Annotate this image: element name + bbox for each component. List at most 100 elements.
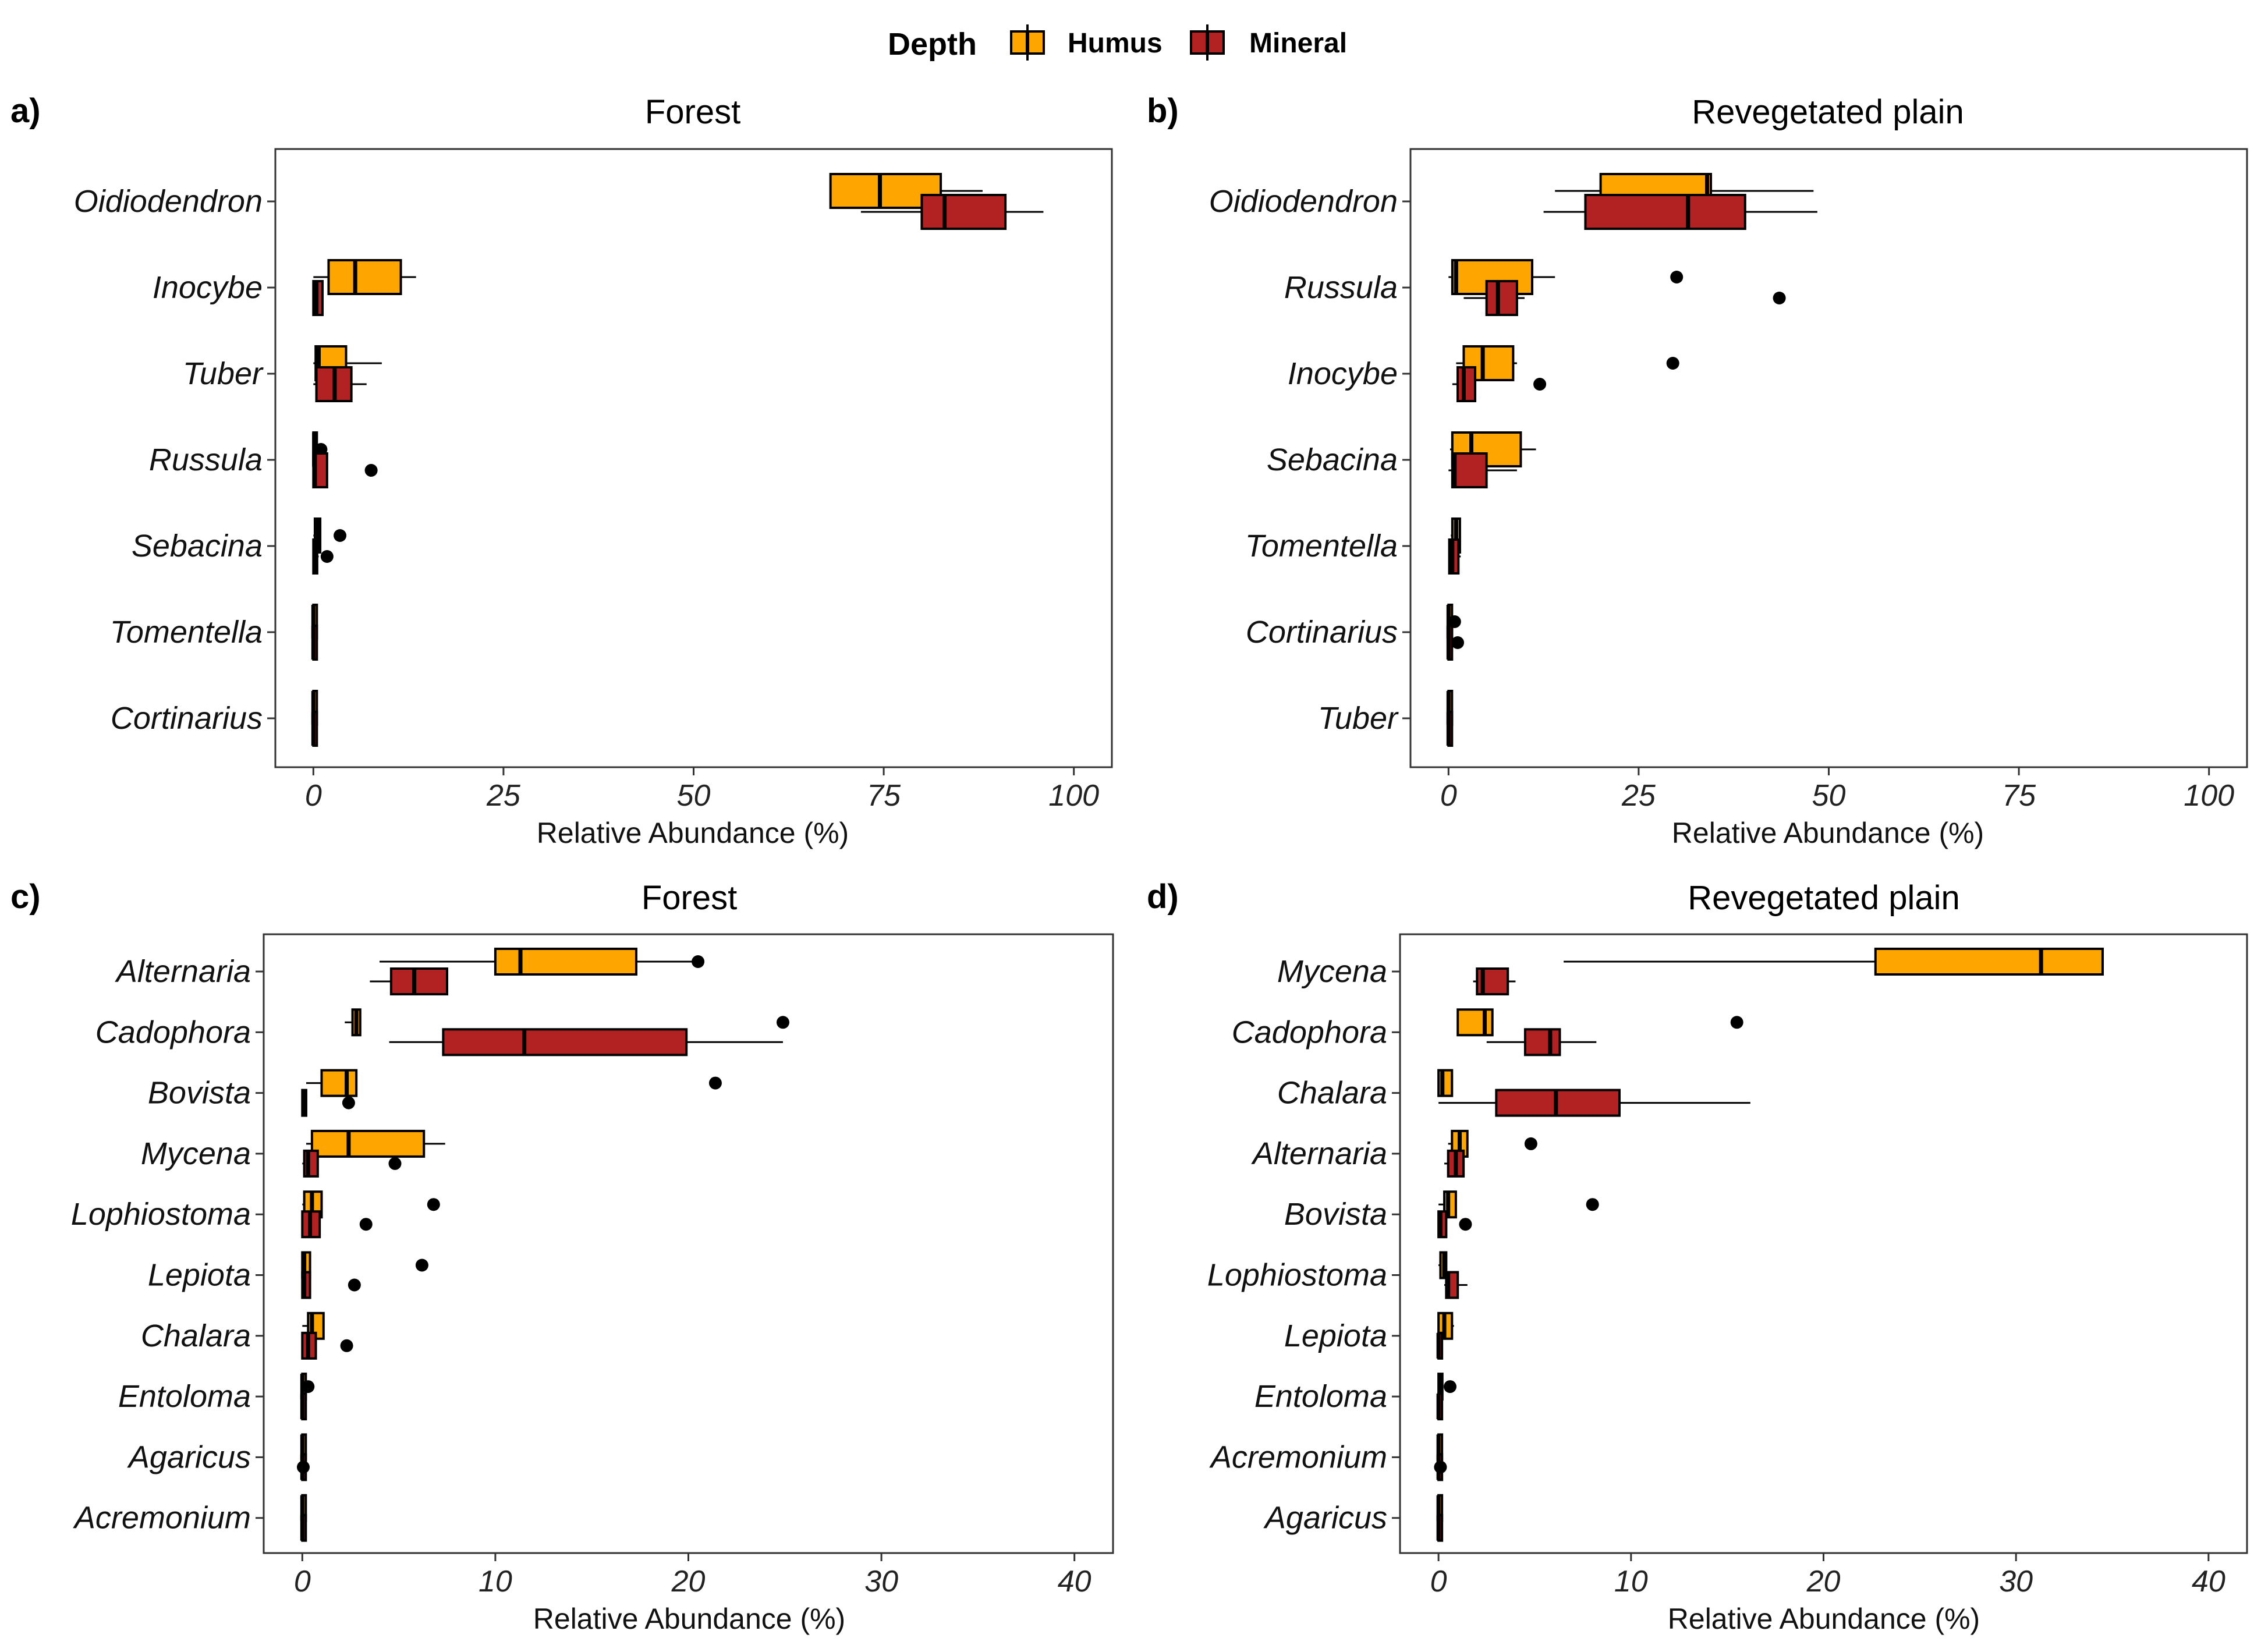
box-bovista-humus-outlier [1586,1198,1599,1211]
box-bovista-humus-outlier [708,1076,722,1090]
category-label-sebacina: Sebacina [1267,442,1398,477]
box-inocybe-mineral [1456,366,1477,402]
box-cadophora-humus-outlier [1730,1016,1743,1029]
box-inocybe-mineral-outlier [1533,378,1547,391]
x-tick-label: 25 [1621,779,1656,813]
x-tick-label: 30 [864,1565,898,1598]
category-label-cadophora: Cadophora [95,1015,251,1050]
category-label-lepiota: Lepiota [1284,1318,1387,1353]
category-label-bovista: Bovista [1284,1197,1387,1232]
box-cadophora-humus-outlier [776,1016,789,1029]
panel-a-title: Forest [645,93,740,131]
box-cadophora-humus [1456,1008,1494,1037]
x-tick-label: 10 [1614,1565,1648,1598]
box-russula-mineral-outlier [364,464,378,477]
category-label-oidiodendron: Oidiodendron [74,184,263,219]
panel-b-title: Revegetated plain [1692,93,1964,131]
panel-d-xlabel: Relative Abundance (%) [1668,1603,1980,1635]
box-mycena-mineral-outlier [388,1157,402,1170]
category-label-entoloma: Entoloma [118,1379,251,1414]
category-label-inocybe: Inocybe [1288,356,1398,391]
legend-label-humus: Humus [1068,28,1163,59]
category-label-entoloma: Entoloma [1254,1379,1387,1414]
category-label-sebacina: Sebacina [132,529,263,563]
box-alternaria-humus [494,948,637,976]
legend-title: Depth [888,27,977,62]
box-entoloma-humus-outlier [1443,1380,1456,1394]
box-inocybe-humus-outlier [1666,357,1679,370]
x-tick-label: 20 [1806,1565,1841,1598]
box-oidiodendron-mineral [1584,194,1746,230]
box-entoloma-humus-outlier [302,1380,315,1394]
panel-d-tag: d) [1147,878,1179,916]
category-label-lepiota: Lepiota [148,1258,251,1293]
panel-c-plot: 0 10 20 30 40 Alternaria Cadophora Bovista Mycen… [71,933,1114,1598]
category-label-mycena: Mycena [141,1136,251,1171]
box-chalara-mineral-outlier [340,1339,353,1352]
box-bovista-humus [320,1069,358,1097]
x-tick-label: 100 [2184,779,2234,813]
category-label-cortinarius: Cortinarius [111,701,263,736]
category-label-tomentella: Tomentella [110,615,263,650]
category-label-tomentella: Tomentella [1245,529,1398,563]
box-sebacina-humus-outlier [334,529,347,542]
category-label-bovista: Bovista [148,1076,251,1111]
box-russula-humus-outlier [1670,271,1684,283]
box-inocybe-humus [327,259,402,295]
category-label-lophiostoma: Lophiostoma [1207,1258,1387,1293]
panel-a-tag: a) [10,92,41,130]
box-alternaria-humus-outlier [692,955,705,968]
category-label-acremonium: Acremonium [1209,1440,1387,1474]
category-label-alternaria: Alternaria [115,954,251,989]
x-tick-label: 50 [677,779,711,813]
x-tick-label: 20 [671,1565,706,1598]
category-label-alternaria: Alternaria [1251,1136,1387,1171]
x-tick-label: 40 [2192,1565,2225,1598]
panel-b-xlabel: Relative Abundance (%) [1672,817,1984,849]
category-label-russula: Russula [149,442,263,477]
box-alternaria-humus-outlier [1524,1137,1537,1150]
box-lepiota-mineral-outlier [348,1278,361,1292]
x-tick-label: 50 [1812,779,1846,813]
x-tick-label: 0 [305,779,322,813]
x-tick-label: 75 [2002,779,2036,813]
x-tick-label: 75 [867,779,901,813]
panel-b-plot: 0 25 50 75 100 Oidiodendron Russula Inocybe Seba… [1209,148,2248,813]
x-tick-label: 25 [486,779,521,813]
box-cadophora-mineral [442,1028,688,1057]
panel-c-tag: c) [10,878,41,916]
panel-d-title: Revegetated plain [1688,879,1960,917]
x-tick-label: 0 [1430,1565,1447,1598]
box-russula-mineral [1485,280,1518,316]
category-label-agaricus: Agaricus [1263,1501,1387,1536]
x-tick-label: 0 [1440,779,1457,813]
box-cortinarius-mineral-outlier [1451,636,1464,649]
box-russula-mineral-outlier [1773,292,1786,304]
category-label-lophiostoma: Lophiostoma [71,1197,251,1232]
category-label-acremonium: Acremonium [73,1501,251,1536]
panel-a-xlabel: Relative Abundance (%) [537,817,849,849]
legend-key-mineral [1190,24,1225,61]
panel-a-plot: 0 25 50 75 100 Oidiodendron Inocybe Tuber Russul… [74,148,1113,813]
panel-c-title: Forest [642,879,737,917]
category-label-chalara: Chalara [1277,1076,1387,1111]
box-bovista-mineral-outlier [1459,1218,1472,1231]
box-agaricus-mineral-outlier [296,1460,310,1474]
x-tick-label: 100 [1048,779,1099,813]
panel-c-xlabel: Relative Abundance (%) [533,1603,845,1635]
box-sebacina-mineral-outlier [320,550,334,563]
panel-d-plot: 0 10 20 30 40 Mycena Cadophora Chalara Alternari… [1207,933,2248,1598]
category-label-tuber: Tuber [183,356,264,391]
category-label-oidiodendron: Oidiodendron [1209,184,1398,219]
box-sebacina-mineral [1451,452,1488,488]
category-label-cortinarius: Cortinarius [1246,615,1398,650]
category-label-russula: Russula [1284,270,1398,305]
box-lepiota-humus-outlier [415,1259,428,1272]
x-tick-label: 40 [1058,1565,1091,1598]
box-lophiostoma-mineral-outlier [359,1218,373,1231]
box-cadophora-mineral [1523,1028,1561,1057]
x-tick-label: 0 [294,1565,311,1598]
category-label-inocybe: Inocybe [153,270,263,305]
legend-label-mineral: Mineral [1249,28,1347,59]
